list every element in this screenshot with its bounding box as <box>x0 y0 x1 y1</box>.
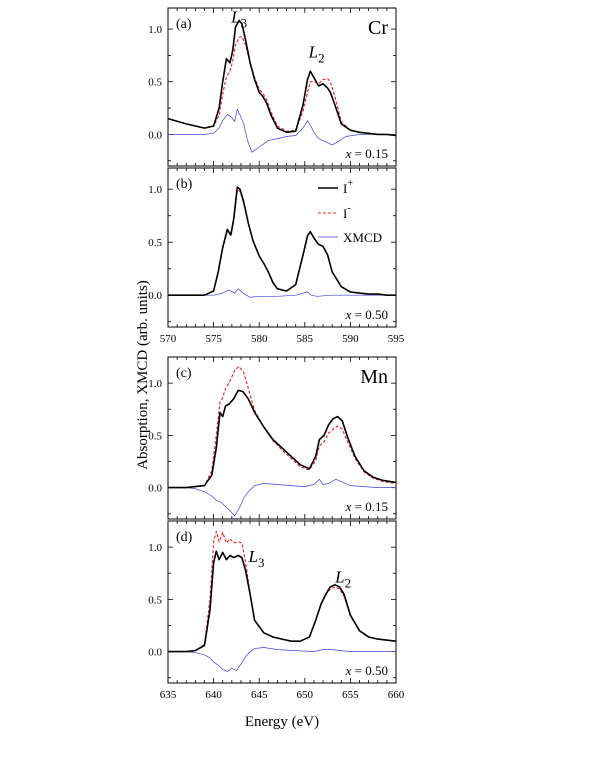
series-line-iplus <box>167 19 397 137</box>
concentration-variable: x <box>345 663 352 678</box>
concentration-variable: x <box>345 146 352 161</box>
x-axis-label: Energy (eV) <box>245 714 319 730</box>
y-tick-label: 1.0 <box>148 378 162 390</box>
concentration-label: x = 0.50 <box>345 663 388 678</box>
x-tick-label: 575 <box>205 333 222 345</box>
plot-frame <box>167 520 397 684</box>
x-tick-label: 635 <box>160 689 177 701</box>
edge-letter: L <box>247 547 257 566</box>
concentration-label: x = 0.15 <box>345 146 388 161</box>
series-line-iminus <box>168 530 397 653</box>
series-line-iminus <box>167 35 397 137</box>
y-tick-label: 0.5 <box>148 430 162 442</box>
edge-letter: L <box>230 8 240 27</box>
edge-subscript: 2 <box>318 51 325 66</box>
x-tick-label: 595 <box>388 333 405 345</box>
concentration-label: x = 0.50 <box>345 307 388 322</box>
panel-label: (c) <box>176 366 192 381</box>
panel-label: (a) <box>176 17 192 32</box>
concentration-label: x = 0.15 <box>345 499 388 514</box>
concentration-variable: x <box>345 307 352 322</box>
series-line-iplus <box>168 550 397 653</box>
edge-annotation: L2 <box>308 43 325 66</box>
x-tick-label: 580 <box>251 333 268 345</box>
series-line-xmcd <box>168 108 396 153</box>
edge-letter: L <box>334 568 344 587</box>
series-line-iplus <box>168 389 397 489</box>
edge-subscript: 2 <box>345 576 352 591</box>
plot-frame <box>167 167 397 328</box>
edge-subscript: 3 <box>258 555 265 570</box>
panel-label: (d) <box>176 530 193 545</box>
panel-label: (b) <box>176 177 193 192</box>
x-tick-label: 590 <box>342 333 359 345</box>
x-tick-label: 585 <box>297 333 314 345</box>
x-tick-label: 570 <box>160 333 177 345</box>
legend-label: XMCD <box>343 230 382 245</box>
y-tick-label: 0.0 <box>148 483 162 495</box>
y-axis-label: Absorption, XMCD (arb. units) <box>135 280 151 470</box>
edge-annotation: L3 <box>230 8 247 31</box>
series-line-iplus <box>168 186 396 297</box>
element-label: Cr <box>368 17 388 39</box>
concentration-value: = 0.50 <box>351 307 388 322</box>
legend-label-sup: + <box>347 178 353 189</box>
x-tick-label: 660 <box>388 689 405 701</box>
plot-frame <box>167 356 397 520</box>
series-line-iminus <box>168 365 397 489</box>
x-tick-label: 640 <box>205 689 222 701</box>
concentration-value: = 0.15 <box>351 499 388 514</box>
legend-label: I+ <box>343 178 353 196</box>
edge-letter: L <box>308 43 318 62</box>
legend-label-text: I <box>343 206 347 221</box>
edge-annotation: L3 <box>247 547 264 570</box>
legend: I+I-XMCD <box>318 178 382 245</box>
plot-frame <box>167 7 397 167</box>
y-tick-label: 0.0 <box>148 290 162 302</box>
edge-annotation: L2 <box>334 568 351 591</box>
x-tick-label: 645 <box>251 689 268 701</box>
chart-panel: 0.0 0.5 1.0 (c) Mn x = 0.15 <box>148 356 397 520</box>
legend-label-text: I <box>343 181 347 196</box>
y-tick-label: 0.0 <box>148 647 162 659</box>
y-tick-label: 0.5 <box>148 77 162 89</box>
x-tick-label: 655 <box>342 689 359 701</box>
series-line-xmcd <box>168 478 396 517</box>
series-line-xmcd <box>168 647 396 672</box>
legend-label: I- <box>343 203 351 221</box>
legend-label-sup: - <box>347 203 350 214</box>
y-tick-label: 1.0 <box>148 542 162 554</box>
concentration-variable: x <box>345 499 352 514</box>
y-tick-label: 0.5 <box>148 594 162 606</box>
x-tick-label: 650 <box>297 689 314 701</box>
y-tick-label: 1.0 <box>148 184 162 196</box>
y-tick-label: 1.0 <box>148 24 162 36</box>
edge-subscript: 3 <box>241 16 248 31</box>
concentration-value: = 0.15 <box>351 146 388 161</box>
series-line-xmcd <box>168 288 396 298</box>
y-tick-label: 0.5 <box>148 237 162 249</box>
legend-label-text: XMCD <box>343 230 382 245</box>
element-label: Mn <box>360 366 388 388</box>
y-tick-label: 0.0 <box>148 129 162 141</box>
concentration-value: = 0.50 <box>351 663 388 678</box>
